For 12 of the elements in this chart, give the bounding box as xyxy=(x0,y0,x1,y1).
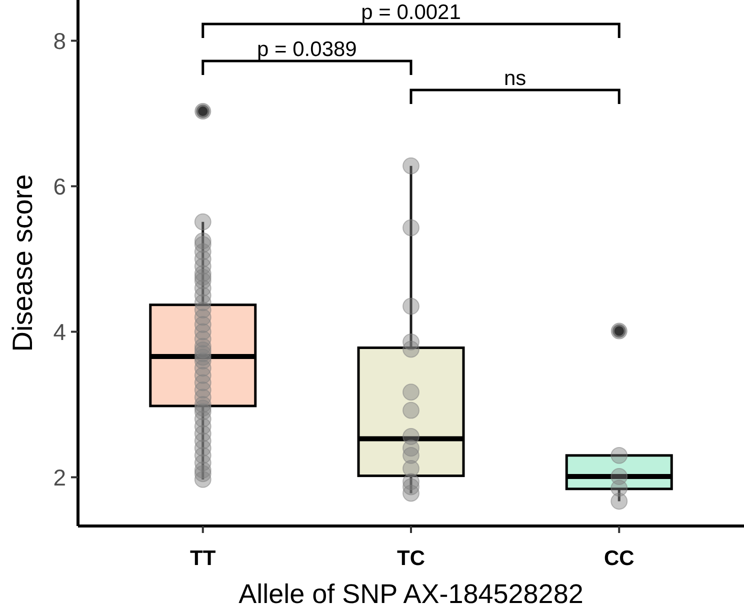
x-tick-label: CC xyxy=(604,547,634,570)
y-axis-title: Disease score xyxy=(7,174,38,352)
y-tick-label: 6 xyxy=(53,173,66,200)
annotation: p = 0.0021 xyxy=(361,1,461,24)
y-tick-label: 4 xyxy=(53,318,66,345)
x-tick-label: TT xyxy=(190,547,216,570)
x-tick-label: TC xyxy=(397,547,425,570)
y-tick-label: 8 xyxy=(53,28,66,54)
x-axis-title: Allele of SNP AX-184528282 xyxy=(238,579,584,609)
annotation: ns xyxy=(504,67,526,90)
y-tick-label: 2 xyxy=(53,464,66,490)
annotation: p = 0.0389 xyxy=(257,38,357,61)
